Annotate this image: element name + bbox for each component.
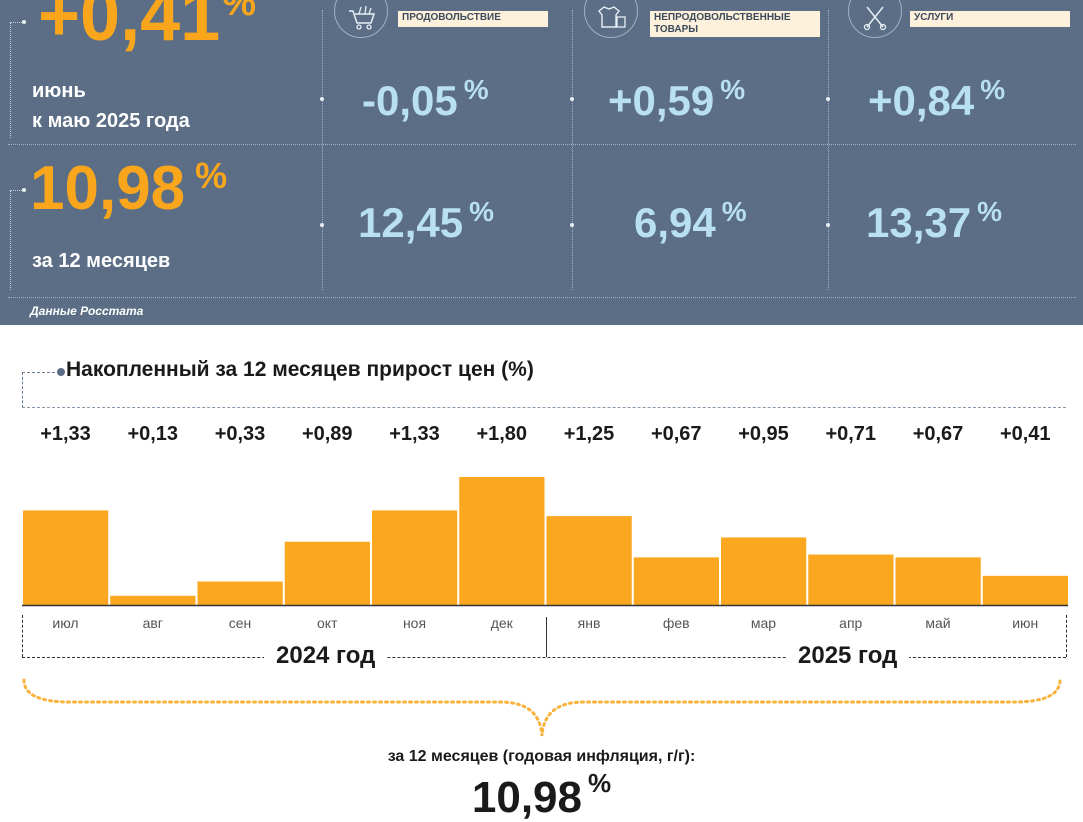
month-label-дек: дек	[490, 615, 513, 631]
bullet-dot	[22, 20, 26, 24]
services-monthly-value: +0,84%	[868, 74, 1006, 124]
column-divider	[828, 10, 829, 290]
value-label-дек: +1,80	[476, 423, 528, 445]
chart-title: Накопленный за 12 месяцев прирост цен (%…	[66, 358, 534, 381]
value-label-сен: +0,33	[214, 423, 266, 445]
bar-мар	[721, 537, 807, 605]
title-underline	[22, 407, 1066, 408]
month-label-авг: авг	[142, 615, 163, 631]
year-label-2025: 2025 год	[786, 642, 910, 670]
month-label-июн: июн	[1012, 615, 1039, 631]
title-bullet	[57, 368, 65, 376]
annual-period-label: за 12 месяцев	[32, 250, 171, 272]
value-label-июл: +1,33	[40, 423, 91, 445]
category-label-food: ПРОДОВОЛЬСТВИЕ	[398, 11, 548, 27]
bottom-divider	[8, 297, 1076, 298]
nonfood-monthly-value: +0,59%	[608, 74, 746, 124]
bullet-dot	[320, 97, 324, 101]
shopping-cart-icon	[334, 0, 388, 38]
connector-line	[10, 190, 11, 290]
data-source-note: Данные Росстата	[30, 304, 144, 318]
row-divider	[8, 144, 1076, 145]
summary-panel: +0,41% июнь к маю 2025 года 10,98% за 12…	[0, 0, 1083, 325]
bar-май	[895, 557, 981, 605]
column-divider	[322, 10, 323, 290]
nonfood-annual-value: 6,94%	[634, 196, 747, 246]
bullet-dot	[570, 223, 574, 227]
connector-line	[10, 190, 24, 191]
value-label-фев: +0,67	[650, 423, 702, 445]
bullet-dot	[320, 223, 324, 227]
bar-июн	[982, 575, 1068, 605]
axis-frame-left	[22, 615, 23, 657]
month-label-ноя: ноя	[402, 615, 427, 631]
bar-сен	[197, 581, 283, 605]
bar-авг	[110, 595, 196, 605]
bullet-dot	[826, 97, 830, 101]
food-monthly-value: -0,05%	[362, 74, 489, 124]
bar-фев	[633, 557, 719, 605]
connector-line	[10, 22, 24, 23]
annual-inflation-value: 10,98%	[30, 154, 228, 223]
month-label-окт: окт	[317, 615, 338, 631]
title-connector	[22, 372, 23, 408]
month-label-янв: янв	[577, 615, 601, 631]
monthly-inflation-value: +0,41%	[38, 0, 256, 56]
value-label-ноя: +1,33	[389, 423, 440, 445]
bar-июл	[23, 510, 109, 605]
axis-frame-right	[1066, 615, 1067, 657]
bar-окт	[284, 541, 370, 605]
value-label-янв: +1,25	[563, 423, 615, 445]
bullet-dot	[22, 188, 26, 192]
bar-янв	[546, 516, 632, 605]
food-annual-value: 12,45%	[358, 196, 495, 246]
value-label-авг: +0,13	[127, 423, 179, 445]
category-label-services: УСЛУГИ	[910, 11, 1070, 27]
bar-дек	[459, 477, 545, 605]
shirt-bag-icon	[584, 0, 638, 38]
month-label-сен: сен	[228, 615, 252, 631]
column-divider	[572, 10, 573, 290]
month-label-май: май	[925, 615, 951, 631]
annual-summary-label: за 12 месяцев (годовая инфляция, г/г):	[387, 748, 696, 765]
value-label-мар: +0,95	[738, 423, 789, 445]
bar-ноя	[372, 510, 458, 605]
year-axis-line	[22, 657, 1066, 658]
month-label-апр: апр	[839, 615, 863, 631]
year-divider	[546, 617, 547, 657]
bullet-dot	[570, 97, 574, 101]
services-annual-value: 13,37%	[866, 196, 1003, 246]
monthly-period-label: июнь к маю 2025 года	[32, 80, 190, 132]
month-label-фев: фев	[662, 615, 690, 631]
bar-chart	[22, 477, 1068, 607]
curly-brace	[22, 678, 1062, 737]
month-label-мар: мар	[750, 615, 777, 631]
value-label-май: +0,67	[912, 423, 964, 445]
annual-summary-value: 10,98%	[471, 768, 612, 822]
bullet-dot	[826, 223, 830, 227]
month-label-июл: июл	[52, 615, 79, 631]
bar-апр	[808, 554, 894, 605]
value-label-июн: +0,41	[999, 423, 1051, 445]
category-label-nonfood: НЕПРОДОВОЛЬСТВЕННЫЕ ТОВАРЫ	[650, 11, 820, 37]
tools-icon	[848, 0, 902, 38]
value-label-окт: +0,89	[301, 423, 353, 445]
value-label-апр: +0,71	[825, 423, 877, 445]
year-label-2024: 2024 год	[264, 642, 388, 670]
connector-line	[10, 22, 11, 138]
title-connector	[22, 372, 60, 373]
